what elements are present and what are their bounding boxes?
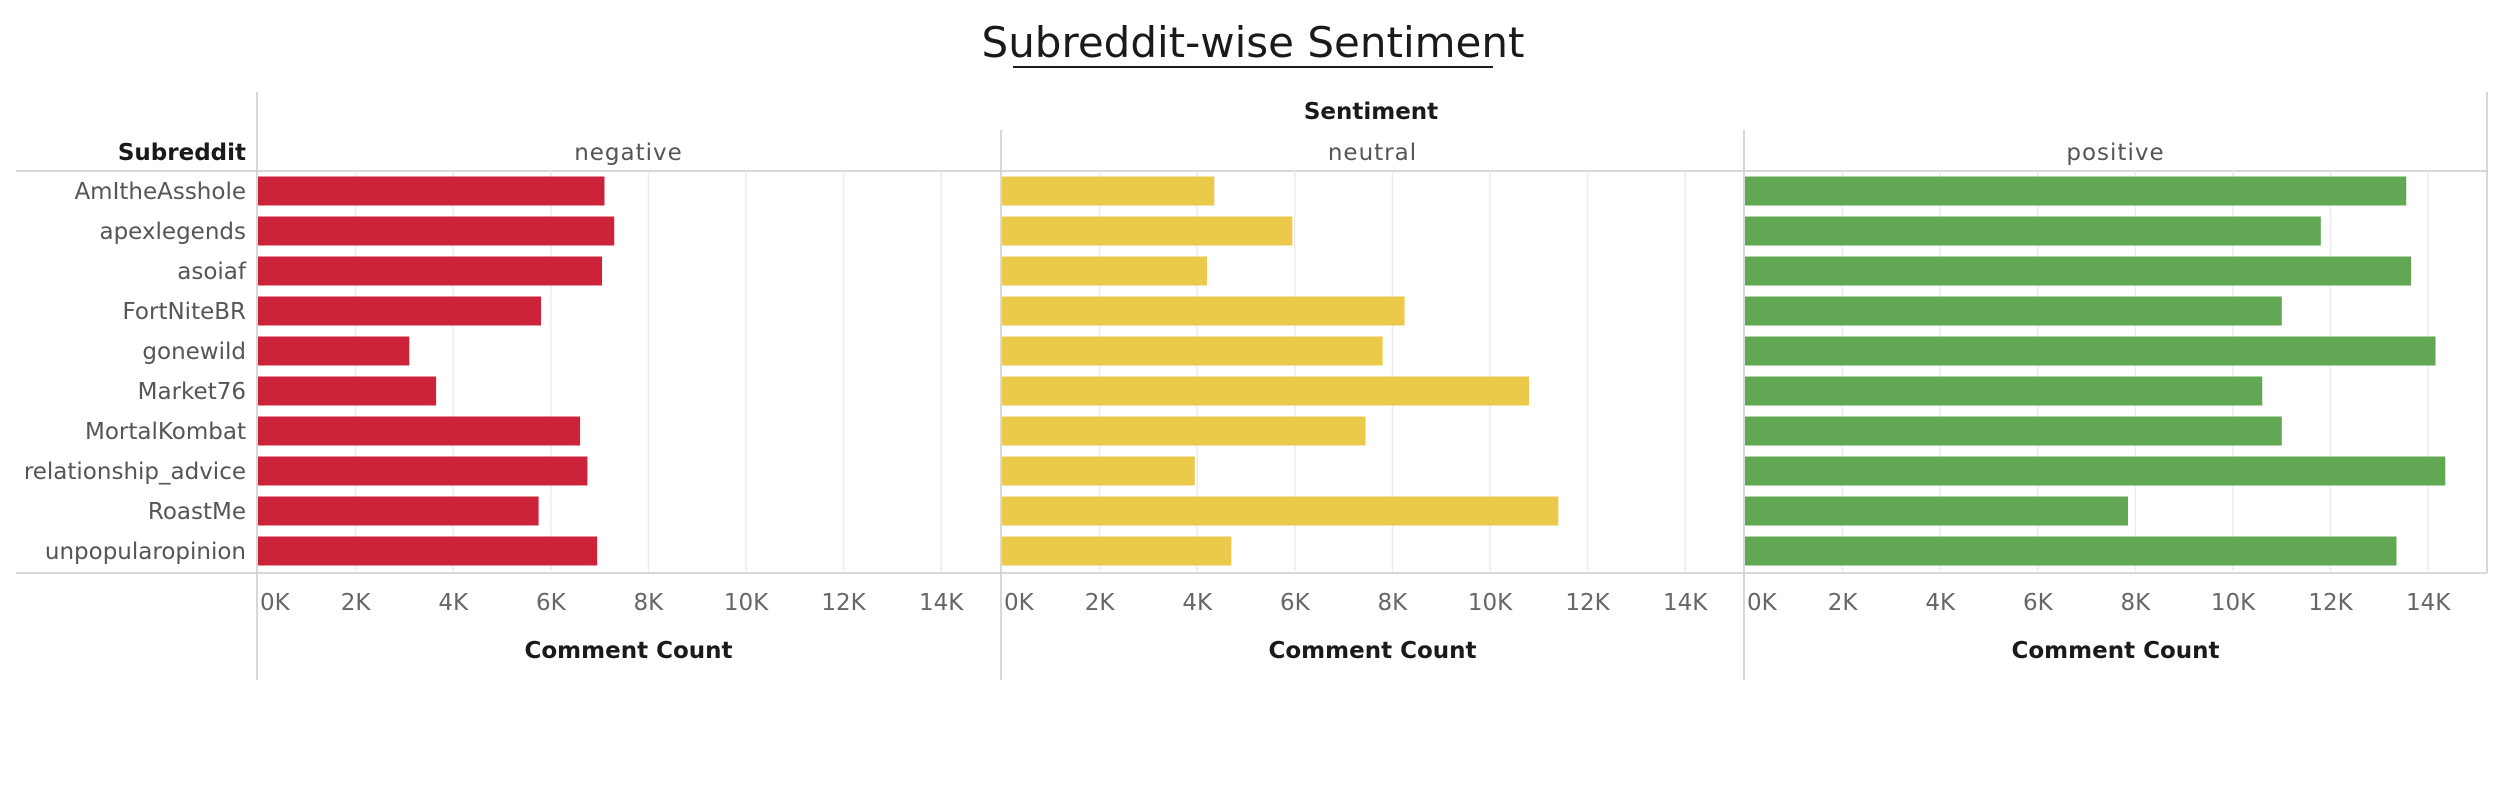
bar-neutral	[1002, 456, 1195, 486]
facet-label-neutral: neutral	[1328, 140, 1417, 166]
category-labels: AmItheAsshole apexlegends asoiaf FortNiteBR…	[24, 179, 247, 565]
bar-negative	[258, 496, 539, 526]
x-tick-label: 14K	[919, 590, 964, 616]
bar-neutral	[1002, 176, 1215, 206]
x-tick-label: 8K	[634, 590, 665, 616]
x-tick-label: 12K	[821, 590, 866, 616]
x-tick-label: 6K	[2023, 590, 2054, 616]
bar-negative	[258, 376, 437, 406]
x-tick-label: 10K	[2211, 590, 2256, 616]
category-label: apexlegends	[99, 219, 246, 245]
bar-negative	[258, 256, 603, 286]
x-tick-label: 0K	[260, 590, 291, 616]
bar-neutral	[1002, 416, 1366, 446]
x-tick-label: 10K	[1468, 590, 1513, 616]
x-tick-label: 4K	[1182, 590, 1213, 616]
bar-neutral	[1002, 496, 1559, 526]
chart-title: Subreddit-wise Sentiment	[982, 18, 1525, 67]
bar-negative	[258, 336, 410, 366]
facet-labels: negative neutral positive	[574, 140, 2164, 166]
x-tick-label: 2K	[1828, 590, 1859, 616]
x-axis-title: Comment Count	[1268, 638, 1476, 664]
x-tick-label: 6K	[536, 590, 567, 616]
row-header: Subreddit	[118, 140, 246, 166]
category-label: FortNiteBR	[123, 299, 246, 325]
facet-label-negative: negative	[574, 140, 683, 166]
x-tick-label: 12K	[2308, 590, 2353, 616]
category-label: MortalKombat	[85, 419, 246, 445]
category-label: RoastMe	[148, 499, 246, 525]
bar-neutral	[1002, 336, 1383, 366]
x-tick-label: 10K	[724, 590, 769, 616]
x-tick-labels: 0K 2K 4K 6K 8K 10K 12K 14K 0K 2K 4K 6K 8K 10K 12K 14K 0K…	[260, 590, 2451, 616]
bar-positive	[1745, 296, 2282, 326]
facet-label-positive: positive	[2066, 140, 2164, 166]
bar-positive	[1745, 536, 2397, 566]
bar-positive	[1745, 416, 2282, 446]
x-tick-label: 14K	[1663, 590, 1708, 616]
x-tick-label: 0K	[1004, 590, 1035, 616]
bar-negative	[258, 416, 581, 446]
x-axis-title: Comment Count	[2011, 638, 2219, 664]
x-tick-label: 12K	[1565, 590, 1610, 616]
bar-neutral	[1002, 296, 1405, 326]
x-tick-label: 6K	[1280, 590, 1311, 616]
bar-positive	[1745, 336, 2436, 366]
x-tick-label: 4K	[1925, 590, 1956, 616]
x-tick-label: 14K	[2406, 590, 2451, 616]
category-label: unpopularopinion	[45, 539, 246, 565]
bar-negative	[258, 296, 542, 326]
x-tick-label: 4K	[438, 590, 469, 616]
bar-neutral	[1002, 216, 1293, 246]
bar-negative	[258, 176, 605, 206]
bar-neutral	[1002, 256, 1207, 286]
bar-negative	[258, 456, 588, 486]
chart-frame	[16, 92, 2488, 680]
bar-positive	[1745, 456, 2446, 486]
category-label: asoiaf	[177, 259, 247, 285]
bar-negative	[258, 216, 615, 246]
bar-negative	[258, 536, 598, 566]
category-label: AmItheAsshole	[74, 179, 246, 205]
bar-positive	[1745, 216, 2321, 246]
x-tick-label: 8K	[1378, 590, 1409, 616]
column-header: Sentiment	[1304, 99, 1438, 125]
bar-positive	[1745, 256, 2412, 286]
x-tick-label: 2K	[1085, 590, 1116, 616]
bars	[258, 176, 2446, 566]
bar-neutral	[1002, 536, 1232, 566]
bar-positive	[1745, 176, 2407, 206]
bar-positive	[1745, 496, 2129, 526]
category-label: Market76	[138, 379, 246, 405]
bar-positive	[1745, 376, 2263, 406]
x-tick-label: 8K	[2121, 590, 2152, 616]
x-axis-titles: Comment Count Comment Count Comment Count	[524, 638, 2219, 664]
x-tick-label: 2K	[341, 590, 372, 616]
x-axis-title: Comment Count	[524, 638, 732, 664]
bar-neutral	[1002, 376, 1530, 406]
x-tick-label: 0K	[1747, 590, 1778, 616]
category-label: relationship_advice	[24, 459, 246, 485]
category-label: gonewild	[142, 339, 246, 365]
